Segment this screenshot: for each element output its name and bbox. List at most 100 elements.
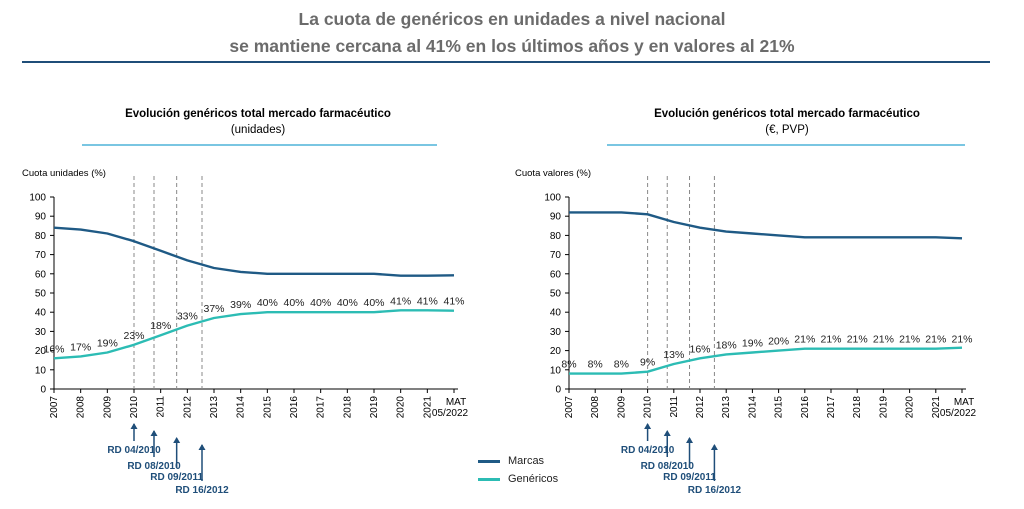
data-label: 40% [257,297,278,309]
event-arrow-head [710,444,718,450]
x-tick-label: 2021 [422,396,433,419]
data-label: 21% [899,334,920,346]
data-label: 9% [640,357,655,369]
x-tick-label: 2015 [774,396,785,419]
x-tick-label: 2011 [669,396,680,418]
x-tick-label: 2014 [747,396,758,419]
y-tick-label: 20 [35,346,47,357]
data-label: 37% [203,303,224,315]
series-line-marcas [569,211,963,240]
x-tick-label: 2017 [826,396,837,419]
x-tick-label: 2019 [369,396,380,419]
data-label: 21% [951,334,972,346]
x-tick-label: 2010 [129,396,140,419]
title-divider [22,61,990,63]
data-label: 8% [614,359,629,371]
data-label: 39% [230,299,251,311]
series-line-marcas [53,226,455,277]
legend-swatch-marcas [478,459,500,463]
data-label: 17% [70,341,91,353]
data-label: 23% [123,330,144,342]
legend-label-marcas: Marcas [508,455,545,467]
series-line-genericos [53,309,455,360]
x-tick-label: 2007 [564,396,575,419]
data-label: 41% [443,295,464,307]
data-label: 40% [337,297,358,309]
x-tick-label: 2020 [396,396,407,419]
y-axis-label: Cuota unidades (%) [22,168,106,179]
data-label: 21% [847,334,868,346]
event-label: RD 16/2012 [175,485,229,496]
x-tick-label: 2016 [800,396,811,419]
event-arrow-head [644,423,652,429]
x-tick-label: 2015 [262,396,273,419]
y-tick-label: 40 [35,308,47,319]
data-label: 40% [310,297,331,309]
y-tick-label: 0 [555,385,561,396]
y-tick-label: 10 [35,365,47,376]
data-label: 19% [97,338,118,350]
y-tick-label: 50 [35,289,47,300]
x-tick-label: 2019 [878,396,889,419]
y-tick-label: 90 [35,212,47,223]
legend-label-genericos: Genéricos [508,473,559,485]
y-tick-label: 60 [35,269,47,280]
data-label: 21% [794,334,815,346]
x-tick-label: MAT 05/2022 [940,397,977,419]
data-label: 21% [925,334,946,346]
data-label: 41% [390,295,411,307]
chart-subtitle: (€, PVP) [765,124,809,136]
event-label: RD 04/2010 [621,445,675,456]
event-label: RD 16/2012 [688,485,742,496]
data-label: 8% [588,359,603,371]
x-tick-label: 2017 [316,396,327,419]
page-title: La cuota de genéricos en unidades a nive… [0,6,1024,60]
x-tick-label: 2013 [209,396,220,419]
event-arrow-head [150,430,158,436]
data-label: 13% [663,349,684,361]
x-tick-label: 2020 [905,396,916,419]
x-tick-label: 2010 [643,396,654,419]
data-label: 21% [873,334,894,346]
event-label: RD 08/2010 [127,461,181,472]
data-label: 19% [742,338,763,350]
x-tick-label: 2012 [695,396,706,419]
x-tick-label: 2012 [182,396,193,419]
y-axis-label: Cuota valores (%) [515,168,591,179]
y-tick-label: 40 [550,308,562,319]
y-tick-label: 0 [40,385,46,396]
legend-swatch-genericos [478,477,500,481]
x-tick-label: 2007 [49,396,60,419]
data-label: 33% [177,311,198,323]
y-tick-label: 50 [550,289,562,300]
legend-item-genericos: Genéricos [478,470,558,488]
event-label: RD 09/2011 [150,472,203,483]
data-label: 41% [417,295,438,307]
x-tick-label: 2018 [342,396,353,419]
event-arrow-head [663,430,671,436]
event-arrow-head [130,423,138,429]
y-tick-label: 80 [35,231,47,242]
data-label: 21% [820,334,841,346]
event-arrow-head [173,437,181,443]
data-label: 18% [716,339,737,351]
y-tick-label: 60 [550,269,562,280]
chart-subtitle: (unidades) [231,124,286,136]
page-title-line-1: La cuota de genéricos en unidades a nive… [298,9,726,29]
y-tick-label: 70 [550,250,562,261]
y-tick-label: 30 [550,327,562,338]
y-tick-label: 90 [550,212,562,223]
event-label: RD 08/2010 [641,461,695,472]
x-tick-label: 2018 [852,396,863,419]
y-tick-label: 100 [29,193,46,204]
data-label: 8% [561,359,576,371]
y-tick-label: 100 [544,193,561,204]
legend: Marcas Genéricos [478,452,558,488]
event-label: RD 09/2011 [663,472,716,483]
legend-item-marcas: Marcas [478,452,558,470]
data-label: 16% [689,343,710,355]
x-tick-label: MAT 05/2022 [432,397,469,419]
chart-title: Evolución genéricos total mercado farmac… [654,108,920,120]
x-tick-label: 2011 [156,396,167,418]
